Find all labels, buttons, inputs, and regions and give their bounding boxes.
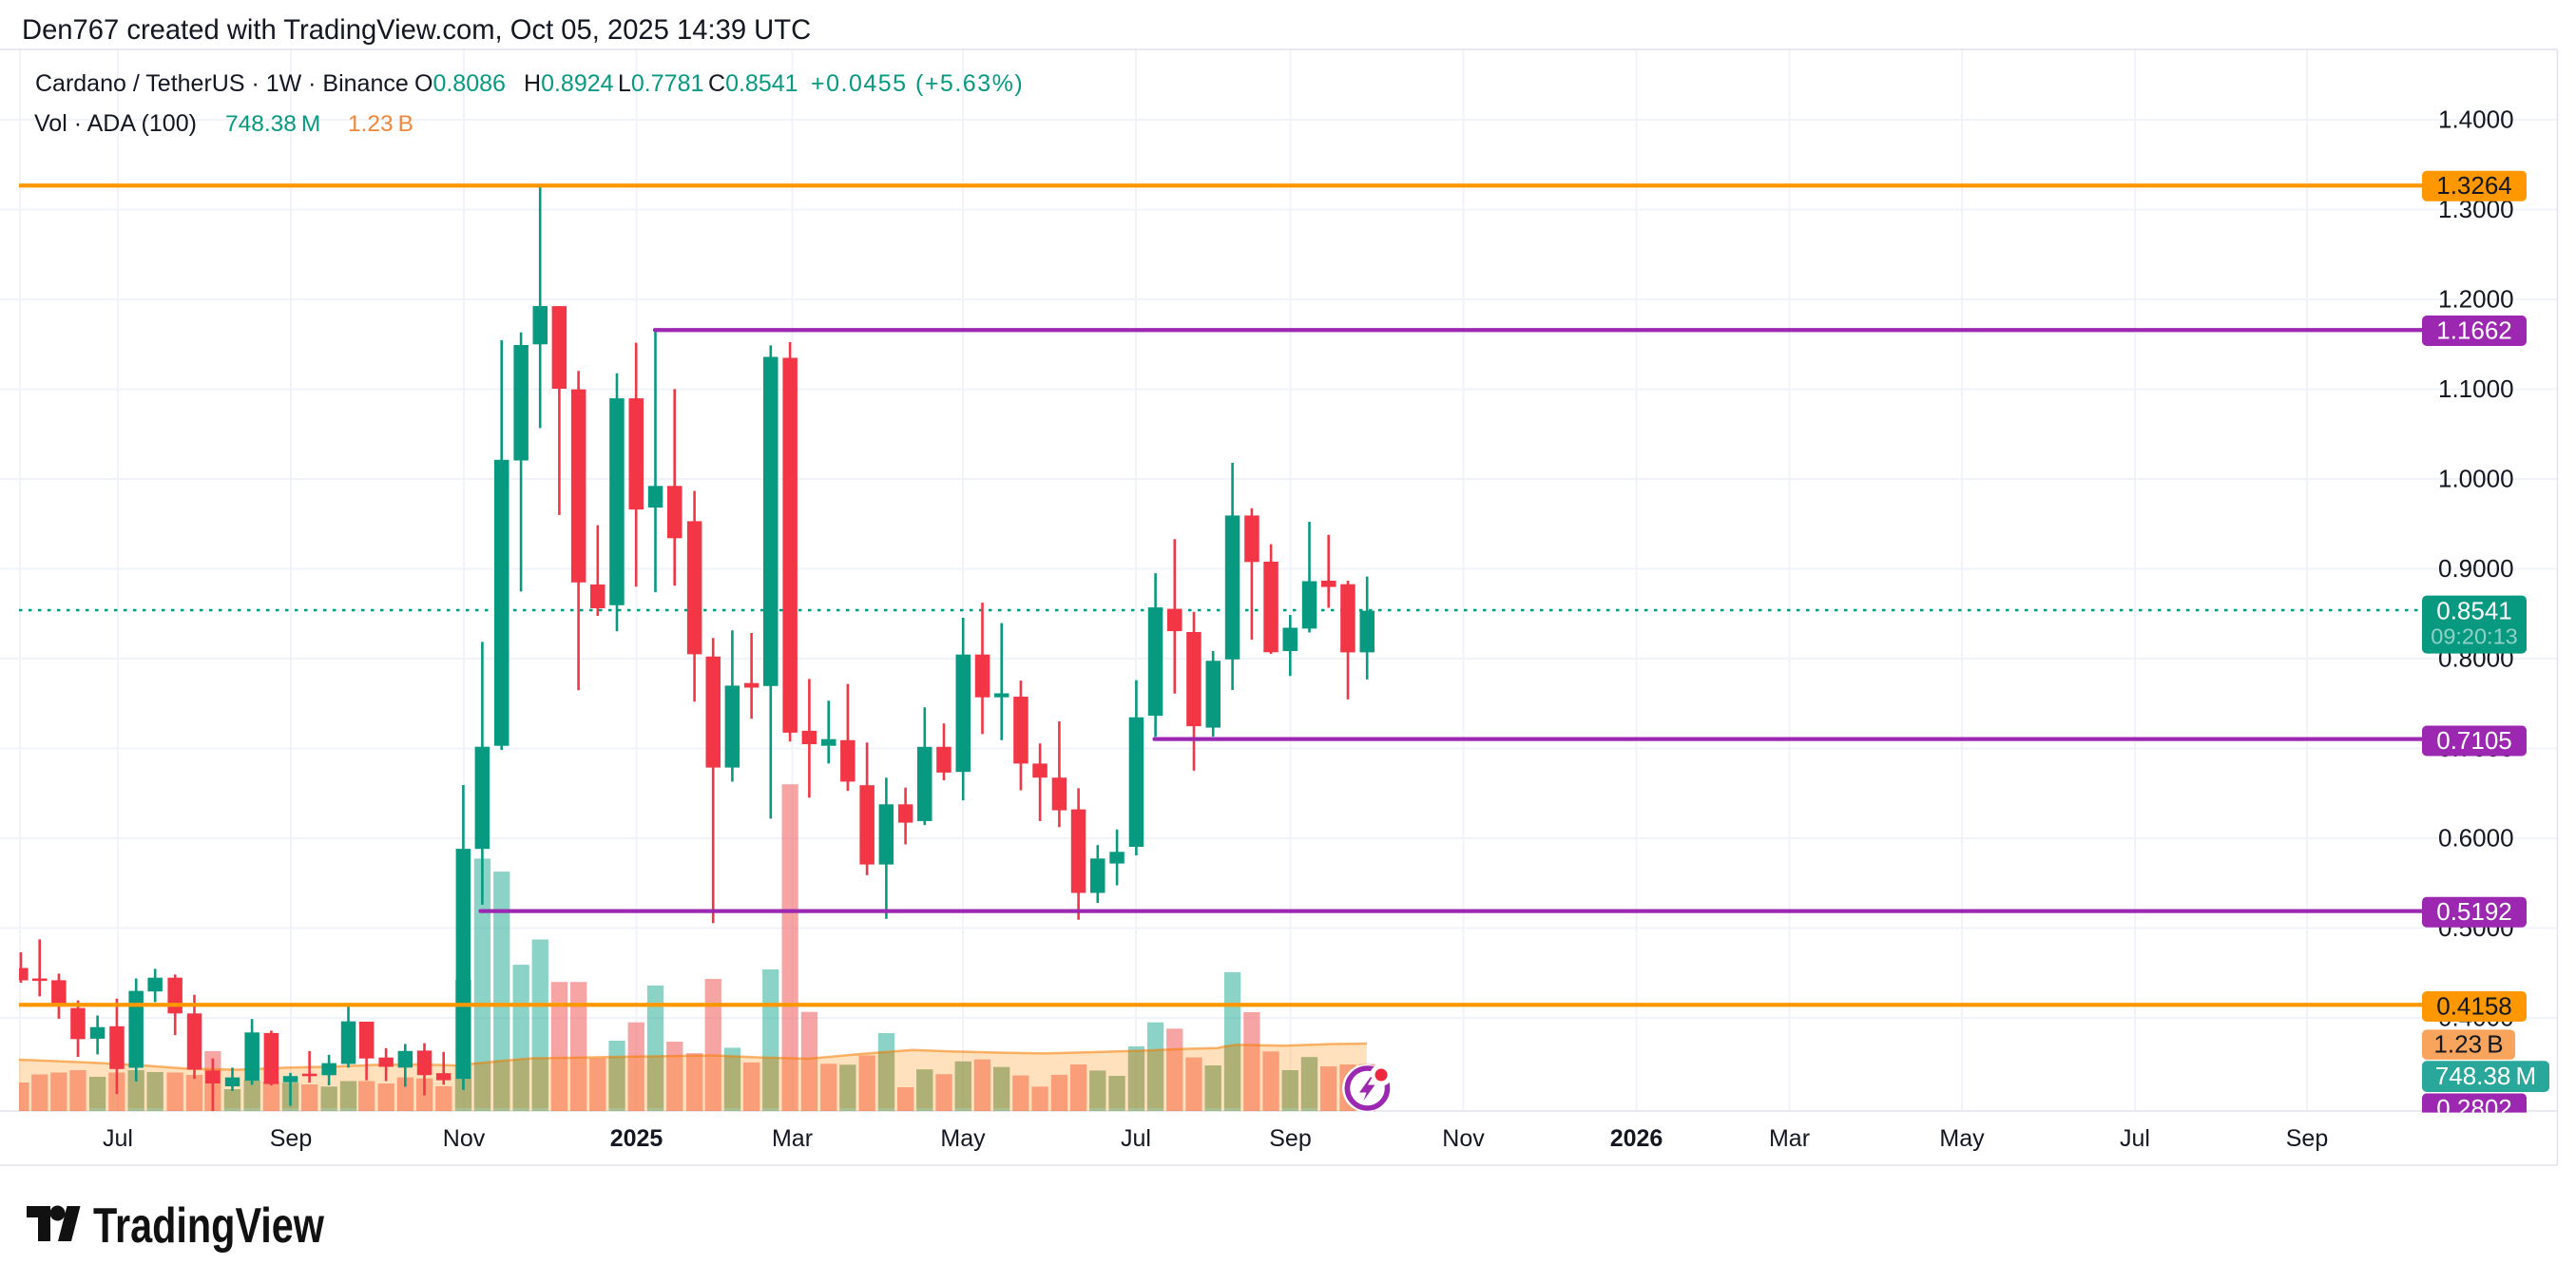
svg-text:L0.7781: L0.7781 <box>618 70 703 97</box>
svg-text:+0.0455 (+5.63%): +0.0455 (+5.63%) <box>811 70 1024 97</box>
svg-text:Sep: Sep <box>1269 1125 1311 1152</box>
svg-text:0.4158: 0.4158 <box>2436 992 2512 1021</box>
svg-text:Nov: Nov <box>443 1125 486 1152</box>
svg-text:748.38 M: 748.38 M <box>2435 1062 2536 1090</box>
svg-text:May: May <box>1939 1125 1985 1152</box>
svg-text:Den767 created with TradingVie: Den767 created with TradingView.com, Oct… <box>22 15 811 46</box>
svg-text:0.9000: 0.9000 <box>2438 554 2514 583</box>
svg-text:Jul: Jul <box>103 1125 133 1152</box>
svg-text:Mar: Mar <box>1769 1125 1810 1152</box>
svg-text:0.5192: 0.5192 <box>2436 897 2512 926</box>
svg-text:0.2802: 0.2802 <box>2436 1094 2512 1122</box>
svg-text:1.4000: 1.4000 <box>2438 105 2514 134</box>
svg-text:Cardano / TetherUS · 1W · Bina: Cardano / TetherUS · 1W · Binance <box>35 70 409 97</box>
svg-text:O0.8086: O0.8086 <box>414 70 506 97</box>
svg-text:Jul: Jul <box>1121 1125 1151 1152</box>
svg-text:1.3264: 1.3264 <box>2436 171 2512 200</box>
svg-text:1.2000: 1.2000 <box>2438 285 2514 314</box>
svg-text:Vol · ADA (100): Vol · ADA (100) <box>34 110 197 137</box>
svg-text:H0.8924: H0.8924 <box>524 70 614 97</box>
svg-text:1.0000: 1.0000 <box>2438 465 2514 493</box>
svg-text:0.8541: 0.8541 <box>2436 597 2512 625</box>
svg-text:748.38 M: 748.38 M <box>225 111 320 137</box>
svg-text:0.7105: 0.7105 <box>2436 726 2512 755</box>
svg-text:1.1662: 1.1662 <box>2436 316 2512 345</box>
svg-text:0.6000: 0.6000 <box>2438 824 2514 853</box>
svg-text:Mar: Mar <box>772 1125 813 1152</box>
svg-text:May: May <box>940 1125 986 1152</box>
svg-text:Sep: Sep <box>270 1125 312 1152</box>
svg-text:1.23 B: 1.23 B <box>348 111 413 137</box>
svg-text:1.23 B: 1.23 B <box>2433 1030 2503 1059</box>
svg-text:2025: 2025 <box>610 1125 663 1152</box>
svg-text:1.1000: 1.1000 <box>2438 374 2514 403</box>
svg-text:Nov: Nov <box>1442 1125 1485 1152</box>
svg-text:C0.8541: C0.8541 <box>708 70 798 97</box>
svg-text:09:20:13: 09:20:13 <box>2431 624 2517 649</box>
svg-text:Jul: Jul <box>2120 1125 2150 1152</box>
svg-text:TradingView: TradingView <box>93 1198 324 1254</box>
svg-text:Sep: Sep <box>2286 1125 2328 1152</box>
svg-text:2026: 2026 <box>1610 1125 1663 1152</box>
